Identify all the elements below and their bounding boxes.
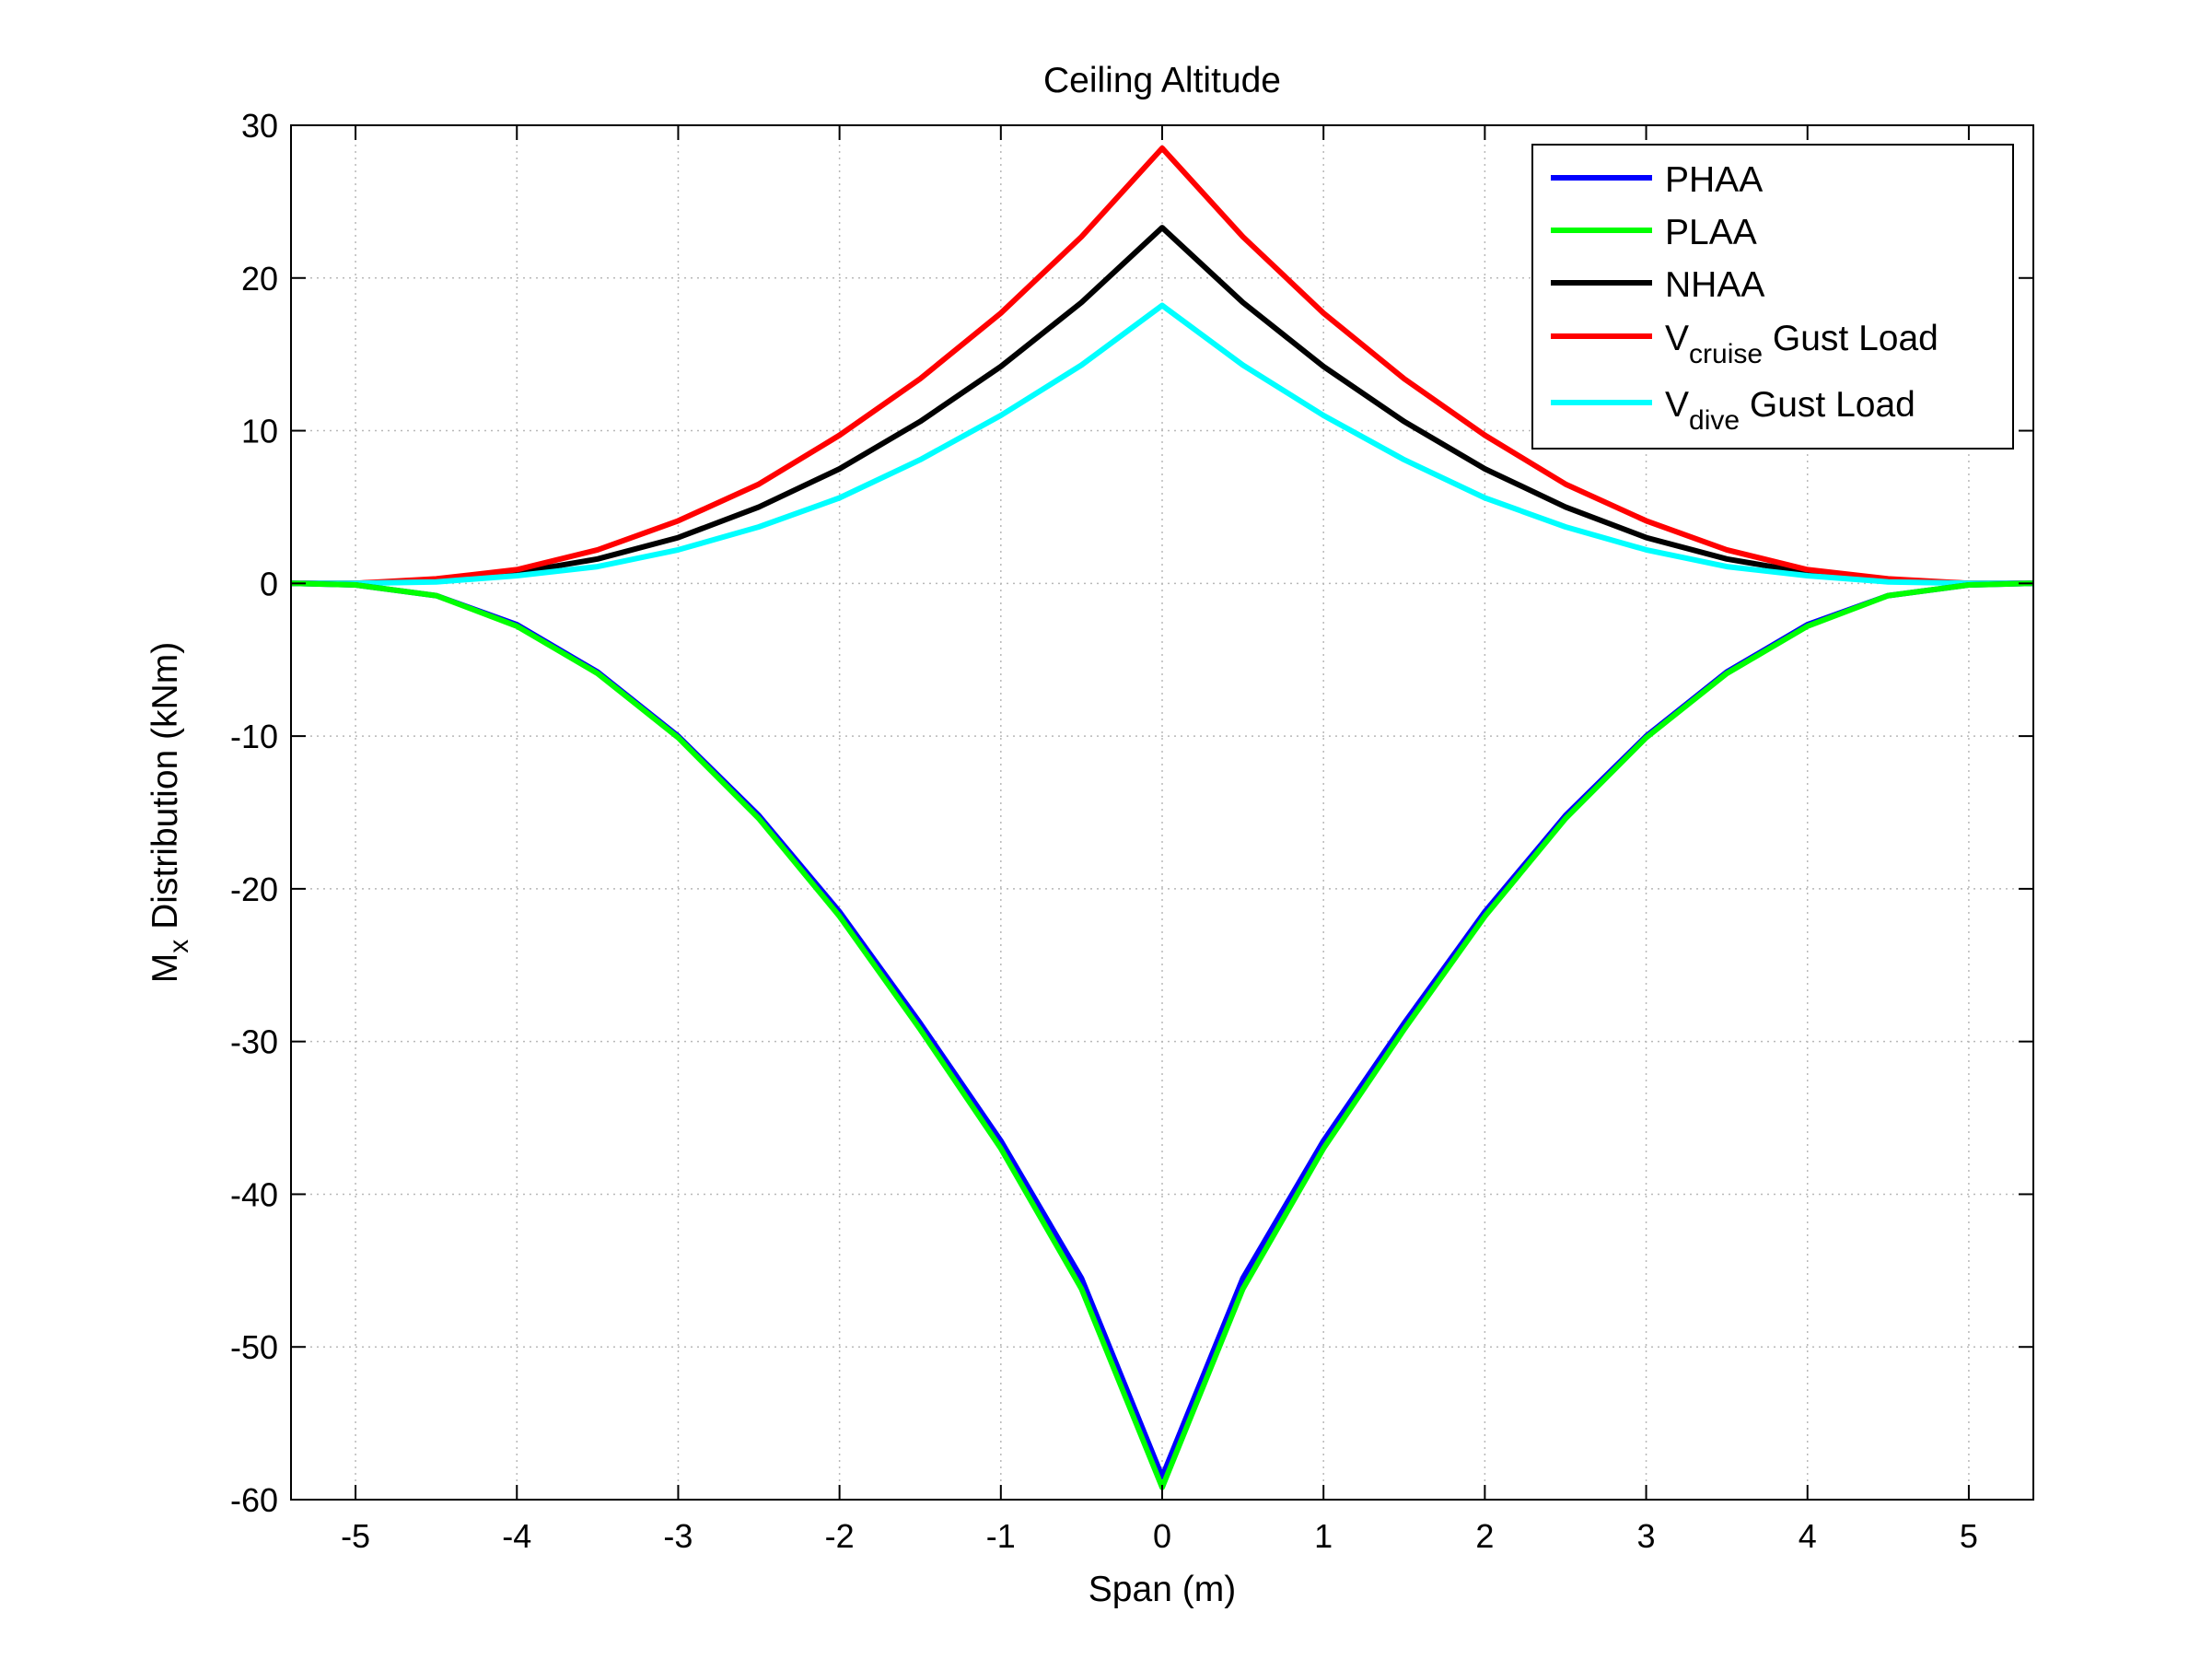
y-tick-label: 10: [241, 413, 278, 450]
tick-marks: [291, 124, 2033, 1501]
x-tick-label: -3: [663, 1517, 693, 1555]
legend-entry-main: V: [1665, 385, 1689, 425]
y-tick-label: -20: [230, 870, 278, 908]
x-tick-label: -2: [825, 1517, 855, 1555]
y-tick-label: -60: [230, 1481, 278, 1519]
x-tick-label: -4: [502, 1517, 531, 1555]
legend-entry: PLAA: [1665, 213, 1757, 252]
legend-entry: Vcruise Gust Load: [1665, 319, 1938, 369]
x-tick-label: -1: [986, 1517, 1016, 1555]
y-tick-labels: 30 20 10 0 -10 -20 -30 -40 -50 -60: [230, 107, 278, 1519]
x-tick-label: 3: [1637, 1517, 1656, 1555]
legend-entry-main: PLAA: [1665, 213, 1757, 252]
x-axis-label: Span (m): [1089, 1570, 1236, 1609]
y-tick-label: 20: [241, 260, 278, 298]
y-tick-label: 30: [241, 107, 278, 145]
legend-entry: PHAA: [1665, 160, 1763, 200]
y-tick-label: -50: [230, 1328, 278, 1366]
x-tick-label: 4: [1799, 1517, 1817, 1555]
y-axis-label-subscript: x: [164, 940, 194, 953]
series-line-vcruise-gust-load: [291, 145, 2033, 587]
y-tick-label: 0: [260, 565, 278, 602]
x-tick-labels: -5 -4 -3 -2 -1 0 1 2 3 4 5: [341, 1517, 1978, 1555]
chart-title: Ceiling Altitude: [1043, 61, 1281, 100]
series-line-nhaa: [291, 225, 2033, 587]
x-tick-label: 1: [1314, 1517, 1333, 1555]
y-tick-label: -40: [230, 1175, 278, 1213]
y-axis-label-main: M: [146, 953, 185, 984]
legend-entry-main: V: [1665, 319, 1689, 358]
x-tick-label: 2: [1475, 1517, 1494, 1555]
x-tick-label: -5: [341, 1517, 370, 1555]
legend-entry-subscript: cruise: [1689, 339, 1763, 369]
y-axis-label: Mx Distribution (kNm): [146, 642, 194, 983]
legend-box: [1531, 144, 2014, 450]
legend-entry: Vdive Gust Load: [1665, 385, 1915, 436]
y-axis-label-rest: Distribution (kNm): [146, 642, 185, 940]
y-tick-label: -10: [230, 718, 278, 755]
y-tick-label: -30: [230, 1023, 278, 1061]
legend-entry-rest: Gust Load: [1763, 319, 1938, 358]
x-tick-label: 0: [1153, 1517, 1171, 1555]
legend-entry-subscript: dive: [1689, 405, 1740, 436]
legend-entry-main: PHAA: [1665, 160, 1763, 200]
legend-entry: NHAA: [1665, 265, 1764, 305]
x-tick-label: 5: [1960, 1517, 1978, 1555]
legend-entry-main: NHAA: [1665, 265, 1764, 305]
legend-entry-rest: Gust Load: [1740, 385, 1915, 425]
series-line-vdive-gust-load: [291, 302, 2033, 587]
